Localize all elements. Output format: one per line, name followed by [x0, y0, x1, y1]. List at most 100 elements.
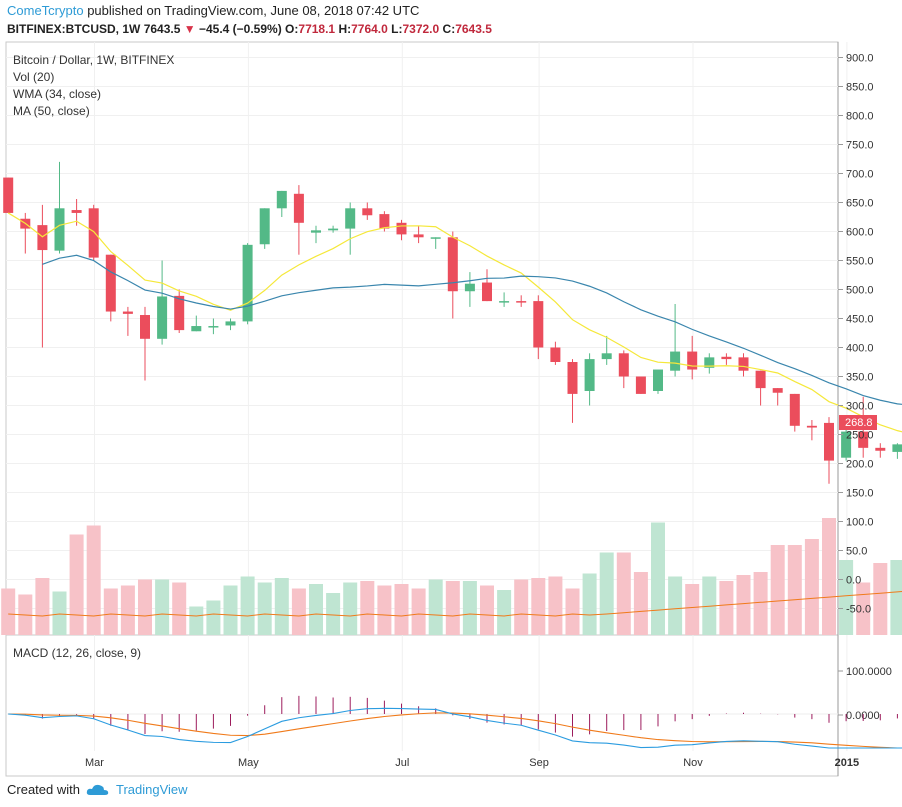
y-tick-label: 100.0	[846, 517, 874, 529]
candle-body	[584, 359, 595, 391]
y-tick-label: 200.0	[846, 459, 874, 471]
wma-line	[7, 212, 902, 433]
candle-body	[704, 357, 715, 368]
x-tick-label: Nov	[683, 757, 703, 769]
low-value: 7372.0	[402, 22, 440, 36]
volume-bar	[120, 585, 135, 635]
footer: Created with TradingView	[7, 782, 188, 797]
high-value: 7764.0	[351, 22, 388, 36]
legend-macd: MACD (12, 26, close, 9)	[13, 646, 141, 660]
candle-body	[687, 351, 698, 370]
y-tick-label: 450.0	[846, 314, 874, 326]
candle-body	[191, 326, 202, 332]
candle-body	[533, 301, 544, 348]
y-tick-label: 150.0	[846, 488, 874, 500]
candle-body	[875, 447, 886, 451]
y-tick-label: 500.0	[846, 285, 874, 297]
symbol-label: BITFINEX:BTCUSD, 1W	[7, 22, 141, 36]
candle-body	[208, 326, 219, 328]
candle-body	[225, 321, 236, 326]
candle-body	[311, 230, 321, 233]
candle-body	[276, 190, 287, 209]
tradingview-link[interactable]: TradingView	[115, 782, 188, 797]
tradingview-cloud-icon	[86, 784, 109, 795]
price-badge	[839, 415, 877, 430]
volume-ma-line	[8, 591, 902, 617]
candle-body	[54, 208, 65, 251]
y-tick-label: 550.0	[846, 256, 874, 268]
x-tick-label: Mar	[85, 757, 104, 769]
volume-bar	[719, 581, 734, 635]
candle-body	[516, 301, 527, 303]
volume-bar	[411, 588, 426, 635]
y-tick-label: 600.0	[846, 227, 874, 239]
y-tick-label: 50.0	[846, 546, 867, 558]
last-price: 7643.5	[143, 22, 181, 36]
candle-body	[3, 177, 14, 213]
candle-body	[328, 228, 339, 231]
candle-body	[738, 357, 749, 371]
volume-bar	[377, 585, 392, 635]
volume-bar	[839, 560, 854, 635]
ma-line	[42, 254, 902, 405]
macd-tick-label: 100.0000	[846, 666, 892, 678]
candle-body	[464, 283, 475, 292]
volume-bar	[890, 560, 902, 635]
x-tick-label: 2015	[835, 757, 859, 769]
time-axis: MarMayJulSepNov2015Mar	[85, 757, 859, 769]
author-link[interactable]: ComeTcrypto	[7, 3, 84, 18]
y-tick-label: 250.0	[846, 430, 874, 442]
legend-vol: Vol (20)	[13, 70, 54, 84]
volume-bar	[753, 572, 768, 635]
close-label: C:	[442, 22, 456, 36]
y-tick-label: 700.0	[846, 169, 874, 181]
candle-body	[670, 351, 681, 371]
grid-lines	[6, 42, 848, 751]
candle-body	[71, 210, 82, 213]
volume-bar	[548, 576, 563, 635]
y-tick-label: 350.0	[846, 372, 874, 384]
publish-line: ComeTcrypto published on TradingView.com…	[7, 3, 419, 18]
volume-bar	[189, 606, 204, 635]
volume-bar	[531, 578, 546, 635]
price-axis: 900.0 850.0 800.0 750.0 700.0 650.0 600.0 550.0…	[838, 53, 874, 616]
volume-bar	[633, 572, 648, 635]
volume-bar	[873, 563, 888, 635]
candle-body	[806, 425, 817, 428]
volume-bar	[480, 585, 494, 635]
volume-bar	[326, 593, 341, 635]
candle-body	[430, 237, 441, 239]
low-label: L:	[391, 22, 403, 36]
y-tick-label: 0.0	[846, 575, 861, 587]
volume-bar	[565, 588, 580, 635]
volume-bar	[343, 582, 358, 635]
candle-body	[567, 362, 578, 394]
macd-line	[8, 707, 902, 749]
volume-bar	[291, 588, 306, 635]
candle-body	[789, 393, 800, 426]
volume-bar	[787, 545, 802, 635]
candle-body	[293, 193, 304, 223]
volume-bar	[86, 525, 101, 635]
volume-bar	[69, 534, 84, 635]
volume-bar	[360, 581, 375, 635]
candle-body	[345, 208, 356, 229]
candle-body	[601, 353, 612, 360]
volume-bar	[155, 579, 170, 635]
volume-bars	[1, 518, 902, 635]
candle-body	[105, 254, 116, 312]
candle-body	[140, 315, 150, 339]
candle-body	[379, 214, 390, 229]
volume-bar	[274, 578, 289, 635]
macd-signal-line	[8, 712, 902, 749]
legend-wma: WMA (34, close)	[13, 87, 101, 101]
high-label: H:	[338, 22, 352, 36]
macd-pane: 100.00000.0000	[6, 666, 902, 749]
candle-body	[482, 282, 492, 302]
volume-bar	[599, 552, 614, 635]
volume-bar	[856, 582, 871, 635]
legend-title: Bitcoin / Dollar, 1W, BITFINEX	[13, 53, 174, 67]
volume-bar	[223, 585, 238, 635]
candle-body	[755, 370, 766, 389]
